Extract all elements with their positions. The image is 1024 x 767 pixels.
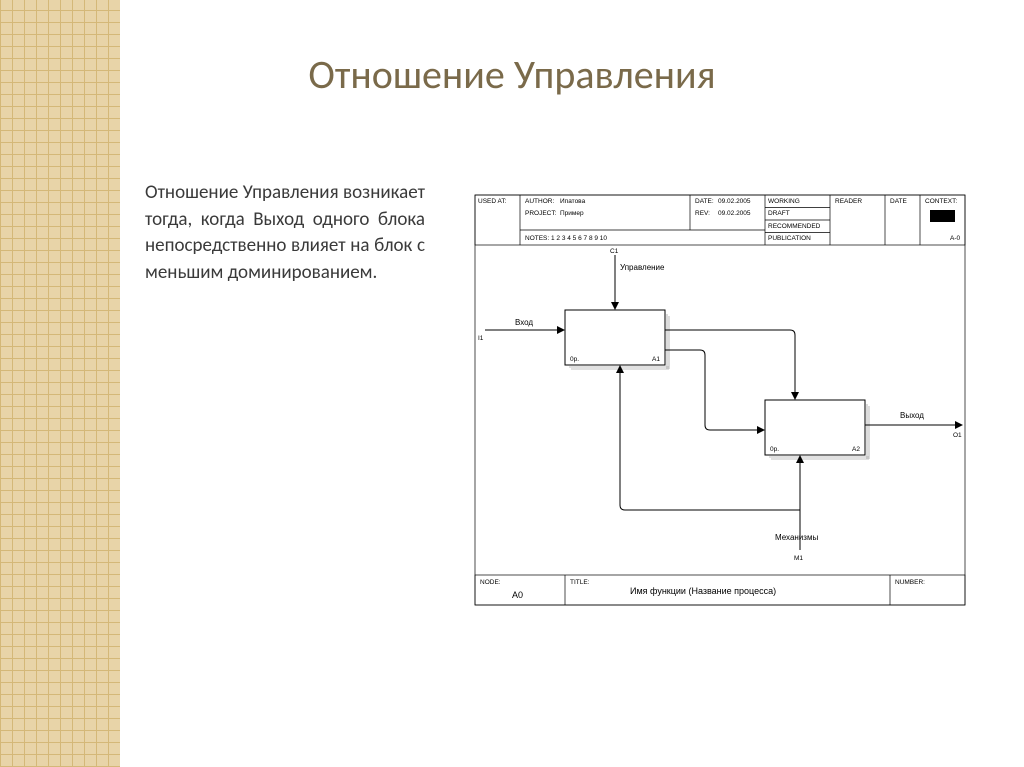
arrow-b1-to-b2-input [665,350,760,430]
hdr-reader: READER [835,198,862,205]
hdr-working: WORKING [768,198,800,205]
arrow-b1-to-b2-control [665,330,795,395]
hdr-publication: PUBLICATION [768,235,811,242]
context-box-icon [930,210,955,222]
hdr-usedat: USED AT: [478,198,507,205]
block-a1 [565,310,665,365]
ftr-title-lbl: TITLE: [570,579,590,586]
lbl-input: Вход [515,318,533,327]
block-a1-zp: 0р. [570,356,579,363]
hdr-project-lbl: PROJECT: [525,210,557,217]
block-a2-zp: 0р. [770,446,779,453]
hdr-rev-lbl: REV: [695,210,710,217]
slide-body: Отношение Управления возникает тогда, ко… [145,180,425,286]
hdr-date-lbl: DATE: [695,198,714,205]
hdr-draft: DRAFT [768,210,790,217]
hdr-date-col: DATE [890,198,908,205]
lbl-c1: C1 [610,248,619,255]
lbl-control: Управление [620,263,665,272]
block-a2 [765,400,865,455]
lbl-o1: O1 [953,432,962,439]
lbl-output: Выход [900,411,924,420]
ftr-title-val: Имя функции (Название процесса) [630,586,776,596]
hdr-context: CONTEXT: [925,198,957,205]
hdr-author-val: Ипатова [560,198,586,205]
block-a1-code: A1 [652,356,660,363]
block-a2-code: A2 [852,446,860,453]
decorative-pattern [0,0,120,767]
lbl-mechanism: Механизмы [775,533,818,542]
ftr-node-lbl: NODE: [480,579,501,586]
ftr-number-lbl: NUMBER: [895,579,925,586]
lbl-i1: I1 [478,335,484,342]
hdr-context-code: A-0 [950,235,961,242]
hdr-rev-val: 09.02.2005 [718,210,751,217]
hdr-author-lbl: AUTHOR: [525,198,554,205]
hdr-recommended: RECOMMENDED [768,223,821,230]
hdr-date-val: 09.02.2005 [718,198,751,205]
ftr-node-val: A0 [512,590,523,600]
lbl-m1: M1 [794,555,803,562]
hdr-project-val: Пример [560,210,584,217]
hdr-notes: NOTES: 1 2 3 4 5 6 7 8 9 10 [525,235,607,242]
idef0-diagram: USED AT: AUTHOR: Ипатова DATE: 09.02.200… [470,190,970,610]
slide-title: Отношение Управления [0,50,1024,99]
